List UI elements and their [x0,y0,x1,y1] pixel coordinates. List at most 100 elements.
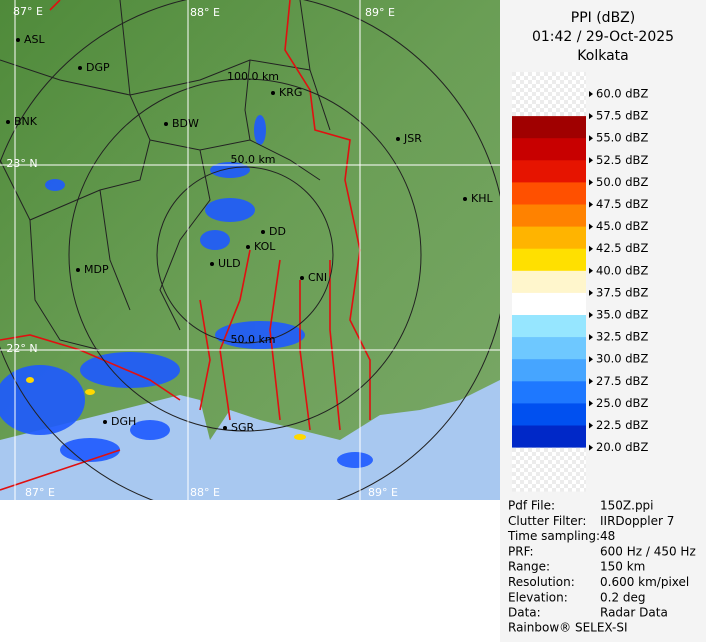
legend-label: 42.5 dBZ [596,241,648,255]
info-key: Pdf File: [508,499,555,513]
range-label: 50.0 km [230,153,275,166]
legend-label: 47.5 dBZ [596,197,648,211]
legend-label: 40.0 dBZ [596,263,648,277]
info-key: Time sampling: [507,529,600,543]
grid-label: 87° E [25,486,55,499]
legend-label: 37.5 dBZ [596,285,648,299]
info-key: Clutter Filter: [508,514,586,528]
place-label: BNK [14,115,38,128]
legend-label: 27.5 dBZ [596,374,648,388]
header-title: PPI (dBZ) [571,10,635,26]
info-key: Data: [508,606,541,620]
place-label: KHL [471,192,493,205]
place-dot [271,91,275,95]
place-dot [103,420,107,424]
place-dot [396,137,400,141]
rain [0,115,373,468]
legend-arrow [589,356,593,363]
legend-swatch [512,359,586,382]
legend-label: 52.5 dBZ [596,153,648,167]
place-dot [76,268,80,272]
legend-label: 57.5 dBZ [596,109,648,123]
legend-swatch [512,292,586,316]
place-dot [16,38,20,42]
legend-swatch [512,160,586,183]
place-label: DGP [86,61,110,74]
footer: Rainbow® SELEX-SI [508,621,628,635]
legend-arrow [589,135,593,142]
place-dot [164,122,168,126]
info-value: 150 km [600,560,645,574]
place-label: ULD [218,257,241,270]
place-label: JSR [403,132,422,145]
legend-swatch [512,204,586,228]
legend-label: 22.5 dBZ [596,418,648,432]
place-dot [223,426,227,430]
legend-swatch [512,337,586,360]
info-key: Range: [508,560,550,574]
legend-arrow [589,312,593,318]
place-dot [261,230,265,234]
legend-swatch [512,182,586,205]
legend-label: 55.0 dBZ [596,131,648,145]
legend-arrow [589,378,593,385]
place-label: ASL [24,33,46,46]
place-label: CNI [308,271,327,284]
legend-label: 25.0 dBZ [596,396,648,410]
district-borders [0,0,331,351]
legend-swatch [512,138,586,161]
place-label: KOL [254,240,276,253]
grid-label: 22° N [6,342,37,355]
info-value: 150Z.ppi [600,499,654,513]
legend-label: 45.0 dBZ [596,219,648,233]
range-label: 100.0 km [227,70,279,83]
place-dot [300,276,304,280]
place-label: SGR [231,421,255,434]
legend-label: 30.0 dBZ [596,352,648,366]
legend-swatch [512,270,586,294]
place-label: DD [269,225,286,238]
legend-swatch [512,315,586,338]
legend-label: 20.0 dBZ [596,440,648,454]
place-dot [246,245,250,249]
lat-lon-grid [0,0,500,500]
legend-arrow [589,113,593,120]
info-value: 0.2 deg [600,590,646,604]
legend-swatch [512,116,586,139]
info-value: 0.600 km/pixel [600,575,689,589]
legend-top [512,72,586,116]
place-dot [463,197,467,201]
legend-bottom [512,447,586,492]
legend-swatch [512,381,586,404]
info-value: Radar Data [600,606,668,620]
legend-arrow [589,400,593,407]
info-value: 600 Hz / 450 Hz [600,544,696,558]
grid-labels: 87° E 88° E 89° E 23° N 22° N 87° E 88° E 89° E… [6,5,398,499]
legend-arrow [589,179,593,186]
grid-label: 88° E [190,486,220,499]
range-rings [0,0,500,500]
grid-label: 88° E [190,6,220,19]
legend-label: 32.5 dBZ [596,330,648,344]
legend-arrow [589,444,593,451]
range-label: 50.0 km [230,333,275,346]
info-value: 48 [600,529,615,543]
places: ASL DGP BNK BDW KRG JSR KHL DD KOL ULD MDP CNI DGH SG… [6,33,493,434]
rain-core [26,377,306,440]
legend-label: 35.0 dBZ [596,308,648,322]
info-key: Elevation: [508,590,568,604]
legend-arrow [589,223,593,230]
legend-arrow [589,201,593,208]
legend-arrow [589,157,593,164]
legend-swatch [512,425,586,449]
place-dot [78,66,82,70]
info-key: Resolution: [508,575,575,589]
header-station: Kolkata [577,48,628,64]
place-label: BDW [172,117,199,130]
header-time: 01:42 / 29-Oct-2025 [532,29,674,45]
legend-arrow [589,91,593,97]
legend-panel: PPI (dBZ) 01:42 / 29-Oct-2025 Kolkata 60.0 … [507,10,696,635]
legend-arrow [589,267,593,274]
place-label: DGH [111,415,136,428]
